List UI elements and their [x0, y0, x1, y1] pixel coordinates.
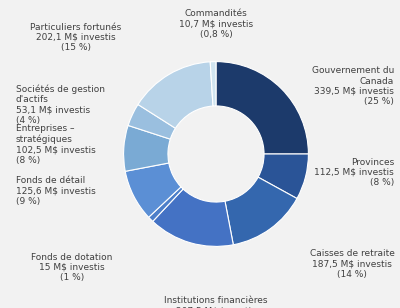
Text: Sociétés de gestion
d'actifs
53,1 M$ investis
(4 %): Sociétés de gestion d'actifs 53,1 M$ inv…	[16, 84, 105, 125]
Wedge shape	[128, 104, 176, 139]
Text: Provinces
112,5 M$ investis
(8 %): Provinces 112,5 M$ investis (8 %)	[314, 158, 394, 187]
Wedge shape	[258, 154, 308, 199]
Text: Fonds de dotation
15 M$ investis
(1 %): Fonds de dotation 15 M$ investis (1 %)	[31, 253, 113, 282]
Text: Commandités
10,7 M$ investis
(0,8 %): Commandités 10,7 M$ investis (0,8 %)	[179, 9, 253, 39]
Wedge shape	[153, 189, 233, 246]
Wedge shape	[124, 125, 170, 171]
Wedge shape	[216, 62, 308, 154]
Text: Institutions financières
207,5 M$ investis
(15 %): Institutions financières 207,5 M$ invest…	[164, 296, 268, 308]
Wedge shape	[149, 187, 183, 221]
Wedge shape	[125, 163, 181, 217]
Wedge shape	[210, 62, 216, 106]
Text: Entreprises –
stratégiques
102,5 M$ investis
(8 %): Entreprises – stratégiques 102,5 M$ inve…	[16, 124, 96, 165]
Text: Caisses de retraite
187,5 M$ investis
(14 %): Caisses de retraite 187,5 M$ investis (1…	[310, 249, 394, 279]
Wedge shape	[138, 62, 213, 128]
Text: Particuliers fortunés
202,1 M$ investis
(15 %): Particuliers fortunés 202,1 M$ investis …	[30, 22, 122, 52]
Wedge shape	[225, 177, 297, 245]
Text: Fonds de détail
125,6 M$ investis
(9 %): Fonds de détail 125,6 M$ investis (9 %)	[16, 176, 96, 206]
Text: Gouvernement du
Canada
339,5 M$ investis
(25 %): Gouvernement du Canada 339,5 M$ investis…	[312, 66, 394, 106]
